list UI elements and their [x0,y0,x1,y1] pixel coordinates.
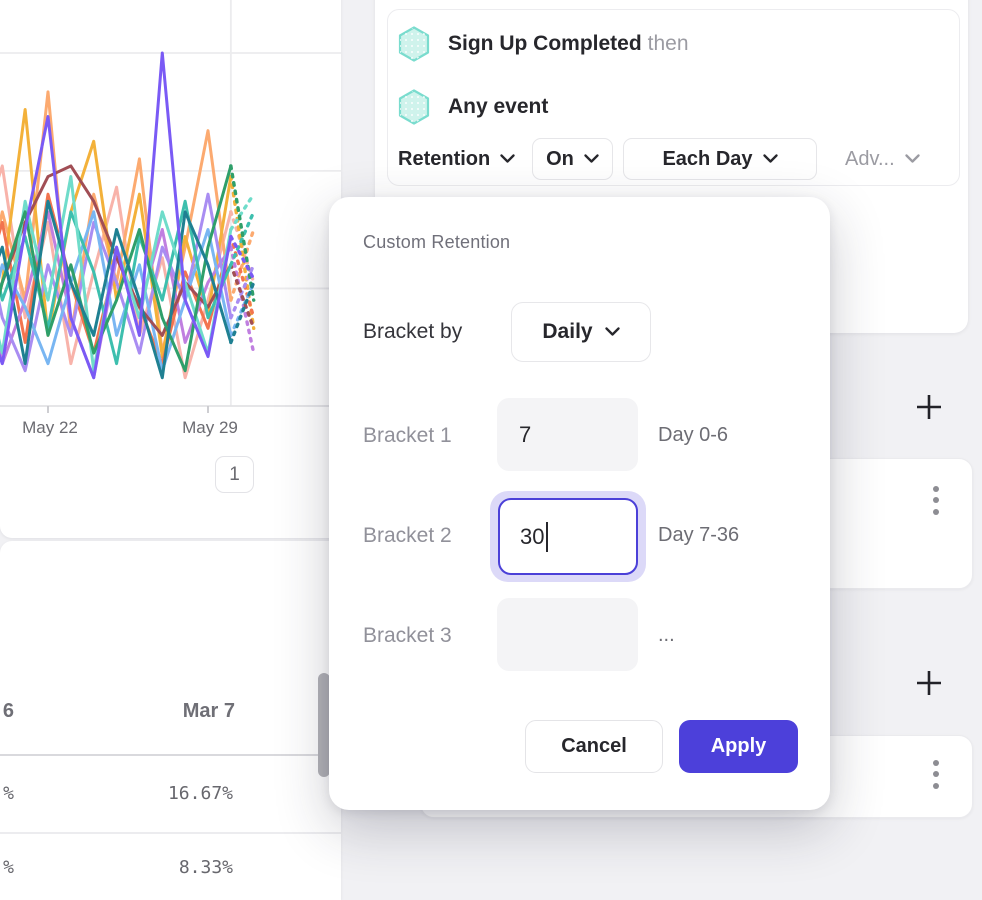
chevron-down-icon [762,154,778,163]
chevron-down-icon [500,154,515,163]
event-name: Sign Up Completed [448,32,642,55]
advanced-dropdown[interactable]: Adv... [845,138,920,180]
results-table-card [0,541,341,900]
table-cell-clipped: % [3,857,14,878]
table-cell-row1: 16.67% [167,783,233,804]
add-button[interactable] [914,668,944,698]
table-cell-clipped: % [3,783,14,804]
event-then-label: then [647,32,689,55]
text-cursor [546,521,549,552]
bracket-1-input[interactable]: 7 [497,398,638,471]
more-options-button[interactable] [929,757,943,791]
kebab-menu-icon [933,486,939,515]
x-tick-may-22: May 22 [22,418,78,437]
on-dropdown[interactable]: On [532,138,613,180]
table-header-divider [0,754,341,756]
pagination-page-button[interactable]: 1 [215,456,254,493]
bracket-1-range-label: Day 0-6 [658,424,729,446]
retention-line-chart [0,0,341,413]
plus-icon [917,395,941,419]
plus-icon [917,671,941,695]
chevron-down-icon [584,154,599,163]
x-tick-may-29: May 29 [182,418,238,437]
chevron-down-icon [604,327,620,336]
bracket-3-label: Bracket 3 [363,624,452,647]
bracket-2-range-label: Day 7-36 [658,524,740,546]
hexagon-event-icon [398,89,430,125]
bracket-2-label: Bracket 2 [363,524,452,547]
bracket-2-input[interactable]: 30 [498,498,638,575]
more-options-button[interactable] [929,483,943,517]
table-scrollbar-thumb[interactable] [318,673,330,777]
bracket-by-label: Bracket by [363,320,463,343]
event-row-any-event[interactable]: Any event [398,88,548,126]
table-row-divider [0,832,341,834]
each-day-dropdown[interactable]: Each Day [623,138,817,180]
kebab-menu-icon [933,760,939,789]
modal-title: Custom Retention [363,232,511,252]
event-row-signup[interactable]: Sign Up Completed then [398,25,689,63]
retention-type-dropdown[interactable]: Retention [398,138,515,180]
add-button[interactable] [914,392,944,422]
table-header-clipped: 6 [2,700,14,722]
bracket-3-input[interactable] [497,598,638,671]
bracket-1-label: Bracket 1 [363,424,452,447]
table-cell-row2: 8.33% [178,857,233,878]
chevron-down-icon [905,154,920,163]
table-header-mar-7: Mar 7 [182,700,235,722]
bracket-3-range-label: ... [658,624,675,646]
apply-button[interactable]: Apply [679,720,798,773]
event-name: Any event [448,95,549,118]
hexagon-event-icon [398,26,430,62]
bracket-by-dropdown[interactable]: Daily [511,302,651,362]
cancel-button[interactable]: Cancel [525,720,663,773]
